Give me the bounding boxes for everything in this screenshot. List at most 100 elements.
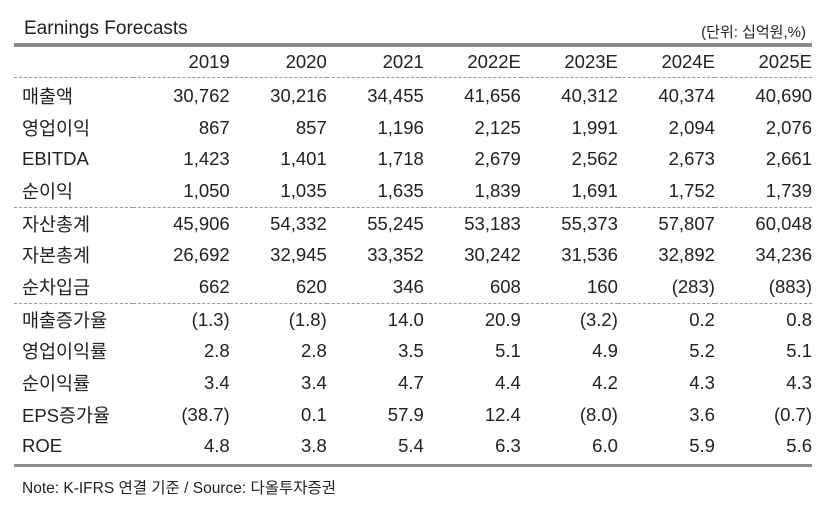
table-cell: 53,183 xyxy=(423,206,521,240)
table-cell: 1,423 xyxy=(183,148,230,170)
table-row: EBITDA 1,423 1,401 1,718 2,679 2,562 2,673 2,66… xyxy=(14,143,812,175)
table-cell: 32,892 xyxy=(658,244,715,266)
table-cell: 1,839 xyxy=(474,179,521,201)
table-cell: (883) xyxy=(768,275,812,297)
table-cell: 20.9 xyxy=(423,302,521,336)
table-cell: 867 xyxy=(198,116,230,138)
table-cell: 1,635 xyxy=(377,179,424,201)
table-cell: 4.2 xyxy=(592,372,618,394)
table-cell: 4.8 xyxy=(203,435,230,457)
column-header: 2020 xyxy=(285,51,327,72)
row-label: 영업이익률 xyxy=(22,341,108,363)
table-cell: 57.9 xyxy=(387,403,424,425)
table-cell: 1,050 xyxy=(183,179,230,201)
table-cell: (283) xyxy=(671,275,715,297)
table-title: Earnings Forecasts xyxy=(24,18,188,39)
top-rule xyxy=(14,43,812,47)
table-cell: 6.0 xyxy=(592,435,618,457)
table-row: 순차입금 662 620 346 608 160 (283) (883) xyxy=(14,271,812,303)
table-cell: 32,945 xyxy=(270,244,327,266)
table-row: 순이익률 3.4 3.4 4.7 4.4 4.2 4.3 4.3 xyxy=(14,367,812,399)
table-cell: 45,906 xyxy=(132,206,230,240)
row-label: 순이익률 xyxy=(22,373,91,395)
row-label: 순차입금 xyxy=(22,276,91,298)
table-cell: 1,991 xyxy=(571,116,618,138)
column-header: 2019 xyxy=(188,51,230,72)
table-row: EPS증가율 (38.7) 0.1 57.9 12.4 (8.0) 3.6 (0.7) xyxy=(14,399,812,431)
table-cell: 662 xyxy=(198,275,230,297)
table-cell: 6.3 xyxy=(495,435,521,457)
table-cell: 34,236 xyxy=(755,244,812,266)
table-cell: 5.9 xyxy=(689,435,715,457)
table-cell: 4.3 xyxy=(786,372,812,394)
table-cell: 40,374 xyxy=(617,76,715,112)
table-cell: 1,752 xyxy=(668,179,715,201)
table-cell: 3.5 xyxy=(398,340,424,362)
row-label: 순이익 xyxy=(22,180,74,202)
unit-label: (단위: 십억원,%) xyxy=(701,24,806,41)
table-cell: 0.1 xyxy=(301,403,327,425)
table-cell: 41,656 xyxy=(423,76,521,112)
header-corner xyxy=(14,47,133,78)
column-header: 2024E xyxy=(661,51,715,72)
table-cell: 1,035 xyxy=(280,179,327,201)
table-cell: 31,536 xyxy=(561,244,618,266)
row-label: 자본총계 xyxy=(22,245,91,267)
table-cell: 54,332 xyxy=(229,206,327,240)
table-cell: 1,401 xyxy=(280,148,327,170)
table-cell: (38.7) xyxy=(181,403,230,425)
table-cell: 3.4 xyxy=(301,372,327,394)
table-cell: 4.3 xyxy=(689,372,715,394)
table-cell: 2.8 xyxy=(301,340,327,362)
table-cell: (0.7) xyxy=(773,403,812,425)
header-row: 2019 2020 2021 2022E 2023E 2024E 2025E xyxy=(14,47,812,78)
table-row: 자본총계 26,692 32,945 33,352 30,242 31,536 32,892… xyxy=(14,239,812,271)
table-cell: 1,691 xyxy=(571,179,618,201)
table-cell: 60,048 xyxy=(714,206,812,240)
table-row: 매출증가율 (1.3) (1.8) 14.0 20.9 (3.2) 0.2 0.8 xyxy=(14,302,812,336)
table-row: 매출액 30,762 30,216 34,455 41,656 40,312 40,374 4… xyxy=(14,76,812,112)
earnings-table: 2019 2020 2021 2022E 2023E 2024E 2025E 매출액 30,76… xyxy=(14,47,812,462)
table-cell: 26,692 xyxy=(173,244,230,266)
table-cell: 14.0 xyxy=(326,302,424,336)
table-cell: 30,242 xyxy=(464,244,521,266)
table-cell: 4.4 xyxy=(495,372,521,394)
table-cell: 2,673 xyxy=(668,148,715,170)
table-cell: 5.6 xyxy=(786,435,812,457)
table-cell: 40,312 xyxy=(520,76,618,112)
bottom-rule xyxy=(14,464,812,467)
table-cell: 2,125 xyxy=(474,116,521,138)
table-cell: 33,352 xyxy=(367,244,424,266)
row-label: EPS증가율 xyxy=(22,404,111,426)
table-cell: 2,679 xyxy=(474,148,521,170)
table-cell: 5.4 xyxy=(398,435,424,457)
table-cell: 2,661 xyxy=(765,148,812,170)
row-label: 자산총계 xyxy=(14,206,133,240)
table-cell: 2,562 xyxy=(571,148,618,170)
table-cell: 857 xyxy=(295,116,327,138)
table-cell: 160 xyxy=(587,275,618,297)
table-cell: 30,216 xyxy=(229,76,327,112)
column-header: 2021 xyxy=(382,51,424,72)
table-cell: (8.0) xyxy=(579,403,618,425)
table-cell: 4.9 xyxy=(592,340,618,362)
table-cell: 40,690 xyxy=(714,76,812,112)
table-row: ROE 4.8 3.8 5.4 6.3 6.0 5.9 5.6 xyxy=(14,431,812,463)
row-label: ROE xyxy=(22,435,63,457)
table-cell: 5.1 xyxy=(495,340,521,362)
column-header: 2023E xyxy=(564,51,618,72)
source-note: Note: K-IFRS 연결 기준 / Source: 다올투자증권 xyxy=(22,480,337,497)
table-cell: 2.8 xyxy=(203,340,230,362)
table-cell: 0.2 xyxy=(617,302,715,336)
table-cell: 0.8 xyxy=(714,302,812,336)
row-label: 영업이익 xyxy=(22,117,91,139)
table-row: 영업이익 867 857 1,196 2,125 1,991 2,094 2,076 xyxy=(14,112,812,144)
table-cell: 620 xyxy=(295,275,327,297)
table-cell: (1.8) xyxy=(229,302,327,336)
table-cell: 5.2 xyxy=(689,340,715,362)
table-cell: 34,455 xyxy=(326,76,424,112)
table-cell: 5.1 xyxy=(786,340,812,362)
table-cell: 346 xyxy=(392,275,424,297)
table-cell: 30,762 xyxy=(132,76,230,112)
table-cell: 55,245 xyxy=(326,206,424,240)
